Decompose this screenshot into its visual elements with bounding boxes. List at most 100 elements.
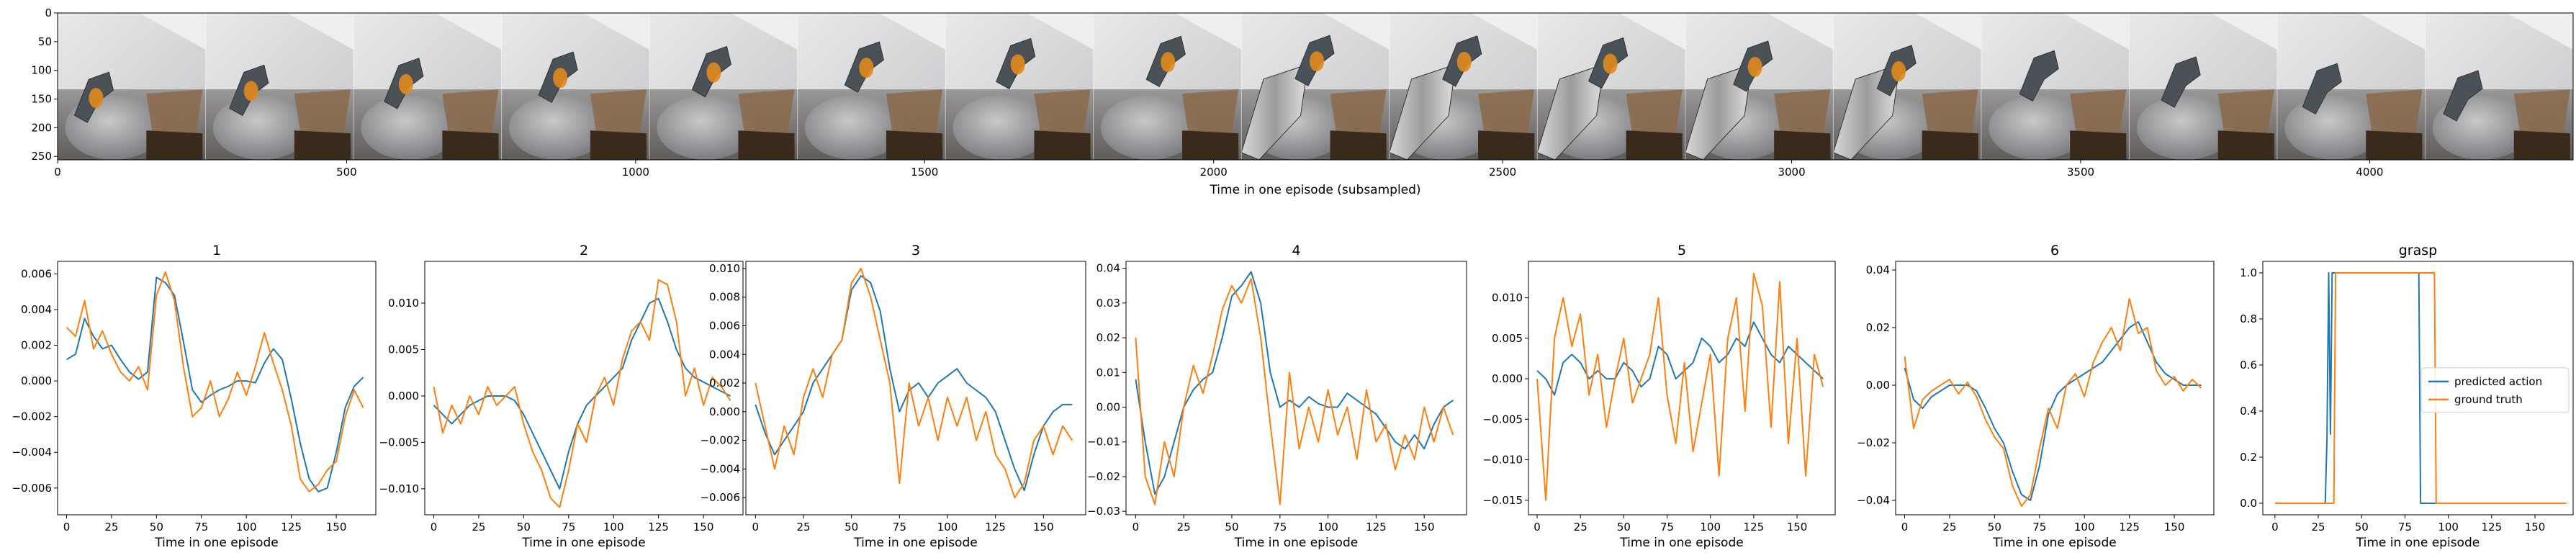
y-tick-label: 0.8 bbox=[2240, 312, 2257, 325]
series-predicted bbox=[1135, 271, 1454, 495]
y-tick-label: −0.004 bbox=[12, 446, 52, 459]
x-tick-label: 75 bbox=[893, 521, 906, 534]
y-tick-label: 0.03 bbox=[1096, 297, 1120, 310]
camera-frame bbox=[2424, 13, 2573, 160]
y-tick-label: 0.000 bbox=[21, 374, 52, 387]
y-tick-label: 0.002 bbox=[709, 377, 740, 390]
y-tick-label: 0.000 bbox=[709, 405, 740, 418]
x-tick-label: 1500 bbox=[911, 166, 938, 179]
plot-frame bbox=[745, 261, 1086, 516]
y-tick-label: 0.02 bbox=[1096, 331, 1120, 344]
y-tick-label: 0.008 bbox=[709, 291, 740, 304]
y-tick-label: 250 bbox=[31, 150, 52, 163]
x-tick-label: 150 bbox=[693, 521, 714, 534]
chart-5: 50 25 50 75 100 125 150−0.015−0.010−0.0050.000… bbox=[1482, 243, 1836, 550]
legend-label-ground-truth: ground truth bbox=[2454, 393, 2523, 406]
plot-frame bbox=[2262, 261, 2574, 516]
x-tick-label: 125 bbox=[2119, 521, 2140, 534]
y-tick-label: −0.005 bbox=[379, 436, 419, 449]
chart-title: 1 bbox=[212, 243, 221, 258]
x-tick-label: 50 bbox=[517, 521, 531, 534]
y-tick-label: 0.0 bbox=[2240, 497, 2257, 510]
series-predicted bbox=[755, 274, 1073, 492]
chart-panels: 10 25 50 75 100 125 150−0.006−0.004−0.0020.000… bbox=[12, 243, 2574, 550]
x-tick-label: 100 bbox=[2074, 521, 2095, 534]
x-tick-label: 75 bbox=[2032, 521, 2046, 534]
x-axis-label: Time in one episode bbox=[154, 536, 278, 550]
chart-3: 3 0 25 50 75 100 125 150 −0.006 −0.004 −0.002 0.000… bbox=[700, 243, 1086, 550]
x-tick-label: 75 bbox=[1660, 521, 1674, 534]
x-tick-label: 150 bbox=[2164, 521, 2185, 534]
x-tick-label: 25 bbox=[2312, 521, 2325, 534]
camera-frame bbox=[1536, 13, 1685, 160]
x-tick-label: 75 bbox=[1273, 521, 1287, 534]
y-tick-label: −0.02 bbox=[1087, 470, 1120, 483]
camera-frame bbox=[1389, 13, 1538, 160]
x-tick-label: 150 bbox=[1414, 521, 1435, 534]
chart-title: grasp bbox=[2399, 243, 2437, 258]
y-tick-label: 0.005 bbox=[1492, 332, 1523, 345]
series-predicted bbox=[1536, 321, 1824, 396]
x-axis-label: Time in one episode bbox=[1619, 536, 1743, 550]
y-tick-label: 0.004 bbox=[709, 348, 740, 361]
x-tick-label: 0 bbox=[1534, 521, 1541, 534]
chart-title: 6 bbox=[2050, 243, 2059, 258]
camera-frame bbox=[2276, 13, 2426, 160]
filmstrip-x-ticks: 0 500 1000 1500 2000 2500 3000 3500 4000 bbox=[54, 160, 2383, 179]
x-axis-label: Time in one episode bbox=[853, 536, 977, 550]
filmstrip-panel: 0 500 1000 1500 2000 2500 3000 3500 4000 0 50 100 1… bbox=[31, 6, 2574, 197]
y-tick-label: −0.010 bbox=[1482, 454, 1523, 467]
y-tick-label: 150 bbox=[31, 93, 52, 106]
plot-frame bbox=[1125, 261, 1467, 516]
chart-7: grasp 0 25 50 75 100 125 150 0.0 0.2 0.4 0.6 0.8 1.0 T… bbox=[2240, 243, 2574, 550]
plot-frame bbox=[57, 261, 377, 516]
y-tick-label: 0.000 bbox=[1492, 372, 1523, 385]
camera-frame bbox=[649, 13, 798, 160]
y-tick-label: 0.010 bbox=[709, 262, 740, 275]
legend: predicted action ground truth bbox=[2420, 367, 2570, 413]
y-tick-label: 0 bbox=[45, 6, 52, 19]
x-axis-label: Time in one episode bbox=[1992, 536, 2116, 550]
chart-1: 1 0 25 50 75 100 125 150 −0.006 −0.004 −0.002 0.000… bbox=[12, 243, 377, 550]
series-predicted bbox=[66, 276, 364, 492]
x-axis-label: Time in one episode bbox=[2356, 536, 2480, 550]
y-tick-label: 1.0 bbox=[2240, 266, 2257, 279]
legend-label-predicted: predicted action bbox=[2454, 375, 2542, 388]
y-tick-label: 0.004 bbox=[21, 303, 52, 316]
x-tick-label: 0 bbox=[2271, 521, 2279, 534]
y-tick-label: 0.002 bbox=[21, 339, 52, 352]
series-ground-truth bbox=[433, 279, 731, 508]
x-tick-label: 0 bbox=[54, 166, 61, 179]
y-tick-label: −0.006 bbox=[12, 482, 52, 495]
y-tick-label: 0.010 bbox=[1492, 292, 1523, 305]
x-axis-label: Time in one episode bbox=[1234, 536, 1358, 550]
chart-title: 3 bbox=[911, 243, 920, 258]
y-tick-label: 0.02 bbox=[1866, 321, 1890, 334]
x-tick-label: 25 bbox=[796, 521, 810, 534]
x-tick-label: 0 bbox=[1132, 521, 1140, 534]
camera-frame bbox=[945, 13, 1094, 160]
x-tick-label: 3000 bbox=[1778, 166, 1805, 179]
x-tick-label: 50 bbox=[1225, 521, 1238, 534]
x-tick-label: 25 bbox=[1942, 521, 1956, 534]
x-tick-label: 125 bbox=[281, 521, 302, 534]
camera-frame bbox=[501, 13, 650, 160]
x-tick-label: 125 bbox=[1744, 521, 1765, 534]
camera-frame bbox=[1832, 13, 1981, 160]
plot-frame bbox=[424, 261, 744, 516]
x-tick-label: 3500 bbox=[2067, 166, 2094, 179]
x-tick-label: 50 bbox=[150, 521, 163, 534]
camera-frame bbox=[1240, 13, 1390, 160]
x-tick-label: 125 bbox=[985, 521, 1006, 534]
y-tick-label: 0.6 bbox=[2240, 359, 2257, 372]
x-tick-label: 100 bbox=[2438, 521, 2459, 534]
x-tick-label: 100 bbox=[937, 521, 958, 534]
x-tick-label: 150 bbox=[1033, 521, 1054, 534]
y-tick-label: −0.01 bbox=[1087, 436, 1120, 449]
filmstrip-y-ticks: 0 50 100 150 200 250 bbox=[31, 6, 58, 163]
chart-2: 2 0 25 50 75 100 125 150 −0.010 −0.005 0.000 0.005 0… bbox=[379, 243, 744, 550]
series-ground-truth bbox=[755, 267, 1073, 499]
series-ground-truth bbox=[1904, 298, 2202, 507]
x-tick-label: 25 bbox=[1177, 521, 1191, 534]
x-tick-label: 100 bbox=[603, 521, 624, 534]
